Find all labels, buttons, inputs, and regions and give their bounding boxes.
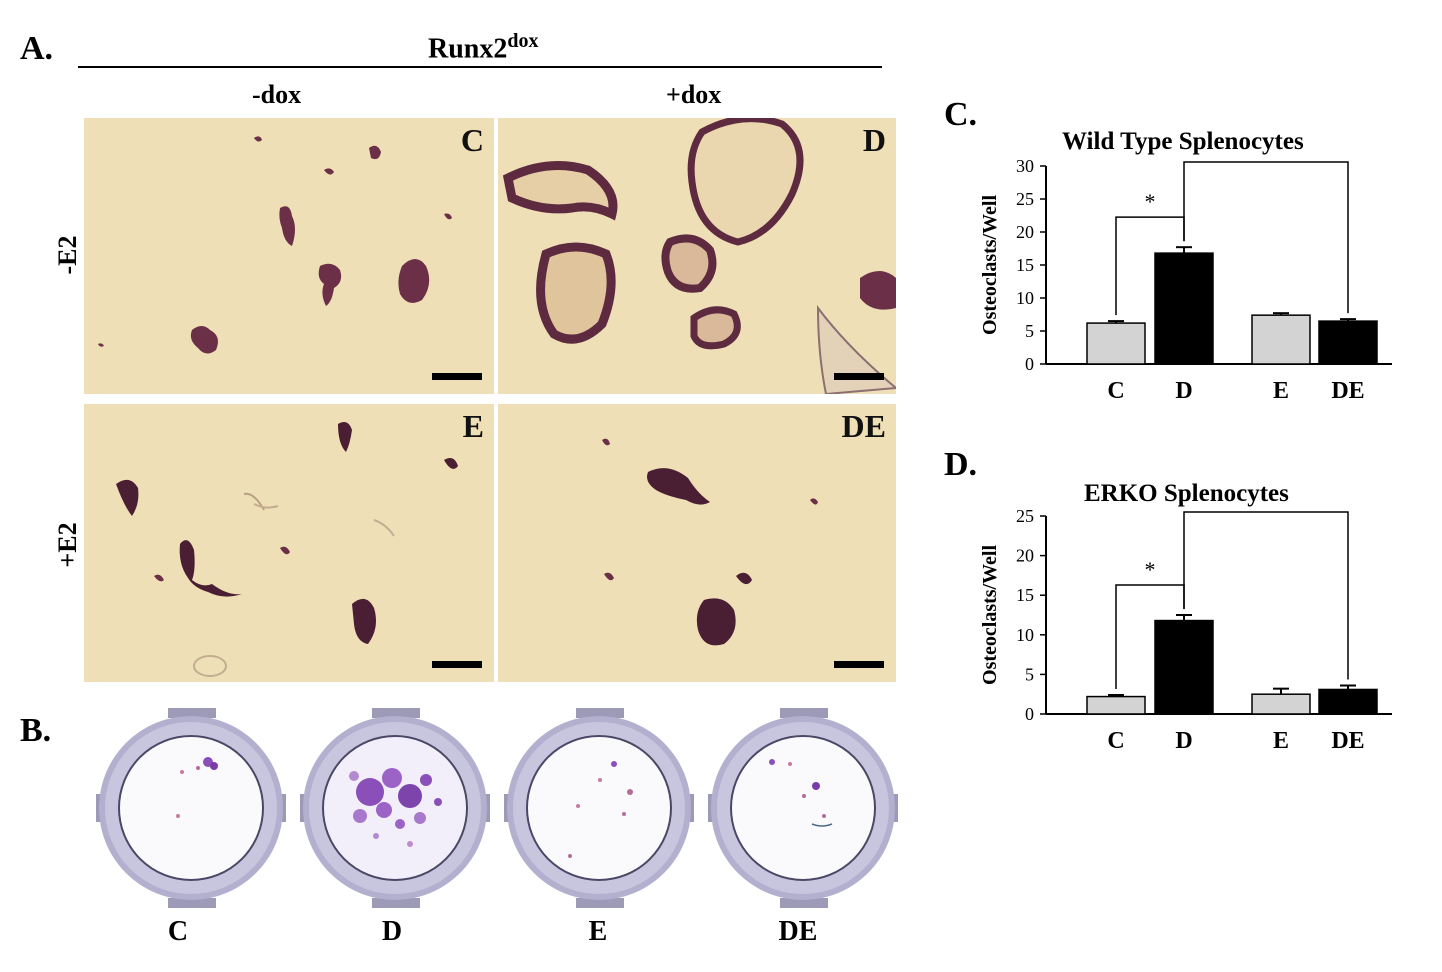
micrograph-e-cells (116, 422, 458, 677)
chart-c-xlabel-DE: DE (1331, 378, 1364, 404)
chart-d-xlabel-DE: DE (1331, 728, 1364, 754)
chart-c-ytick-label-6: 30 (1016, 156, 1034, 176)
chart-c-bar-C (1086, 322, 1146, 365)
runx2-header-text: Runx2 (428, 33, 508, 65)
row-label-minus-e2: -E2 (53, 235, 82, 275)
dish-c (96, 706, 286, 915)
micrograph-c-label: C (460, 122, 484, 158)
chart-d-sig-bracket-1 (1183, 511, 1349, 680)
micrograph-c: C (84, 118, 494, 394)
chart-d-bar-DE (1318, 688, 1378, 715)
panel-d-label: D. (944, 446, 978, 483)
dish-c-image (96, 708, 286, 908)
dish-e-image (504, 708, 694, 908)
chart-d-bar-C (1086, 695, 1146, 715)
chart-c-xlabel-C: C (1107, 378, 1124, 404)
dish-d-image (300, 708, 490, 908)
column-label-plus-dox: +dox (666, 80, 722, 109)
dish-e (504, 706, 694, 915)
dish-d (300, 706, 490, 915)
chart-c-sig-label-0: * (1145, 189, 1156, 214)
chart-d-ytick-label-5: 25 (1016, 506, 1034, 526)
micrograph-c-cells (98, 136, 452, 354)
micrograph-c-scalebar (432, 373, 482, 380)
chart-d-xlabel-C: C (1107, 728, 1124, 754)
micrograph-e: E (84, 404, 494, 682)
chart-c-ytick-label-0: 0 (1025, 354, 1034, 374)
chart-c-sig-label-1: * (1261, 150, 1272, 159)
chart-c-ytick-label-5: 25 (1016, 189, 1034, 209)
chart-d-sig-label-1: * (1261, 500, 1272, 509)
micrograph-d: D (498, 118, 896, 394)
chart-c-ylabel: Osteoclasts/Well (979, 195, 1001, 335)
runx2-header: Runx2dox (428, 30, 539, 65)
micrograph-e-label: E (462, 408, 484, 444)
micrograph-de: DE (498, 404, 896, 682)
runx2-header-sup: dox (507, 30, 539, 52)
column-label-minus-dox: -dox (252, 80, 302, 109)
dish-label-d: D (381, 916, 403, 947)
dish-de-image (708, 708, 898, 908)
chart-c-bar-DE (1318, 320, 1378, 365)
chart-c-title: Wild Type Splenocytes (1062, 128, 1304, 155)
chart-c-xlabel-E: E (1273, 378, 1289, 404)
micrograph-d-scalebar (834, 373, 884, 380)
chart-d-sig-label-0: * (1145, 557, 1156, 582)
chart-c-bar-E (1251, 314, 1311, 365)
panel-c-label: C. (944, 96, 978, 133)
dish-de (708, 706, 898, 915)
chart-d-xlabel-D: D (1175, 728, 1192, 754)
micrograph-d-label: D (862, 122, 886, 158)
micrograph-de-label: DE (841, 408, 886, 444)
chart-d-ytick-label-0: 0 (1025, 704, 1034, 724)
chart-c-ytick-label-1: 5 (1025, 321, 1034, 341)
dish-label-c: C (167, 916, 189, 947)
row-label-plus-e2: +E2 (53, 522, 82, 568)
chart-d-ylabel: Osteoclasts/Well (979, 545, 1001, 685)
dish-label-de: DE (778, 916, 818, 947)
chart-c-ytick-label-3: 15 (1016, 255, 1034, 275)
chart-d-bar-D (1154, 619, 1214, 715)
chart-d-bar-E (1251, 693, 1311, 715)
chart-d-title: ERKO Splenocytes (1084, 480, 1289, 507)
micrograph-de-scalebar (834, 661, 884, 668)
chart-c-bar-D (1154, 252, 1214, 365)
chart-d-xlabel-E: E (1273, 728, 1289, 754)
chart-c-ytick-label-2: 10 (1016, 288, 1034, 308)
panel-a-label: A. (20, 30, 54, 67)
dish-label-e: E (588, 916, 608, 947)
chart-d-ytick-label-1: 5 (1025, 664, 1034, 684)
chart-d-ytick-label-2: 10 (1016, 625, 1034, 645)
chart-c-sig-bracket-1 (1183, 161, 1349, 314)
panel-b-label: B. (20, 712, 52, 749)
chart-d-ytick-label-4: 20 (1016, 546, 1034, 566)
micrograph-e-scalebar (432, 661, 482, 668)
chart-c-ytick-label-4: 20 (1016, 222, 1034, 242)
header-rule (78, 66, 882, 68)
chart-d-ytick-label-3: 15 (1016, 585, 1034, 605)
micrograph-de-cells (602, 438, 818, 646)
chart-c-xlabel-D: D (1175, 378, 1192, 404)
micrograph-d-cells (502, 118, 896, 394)
